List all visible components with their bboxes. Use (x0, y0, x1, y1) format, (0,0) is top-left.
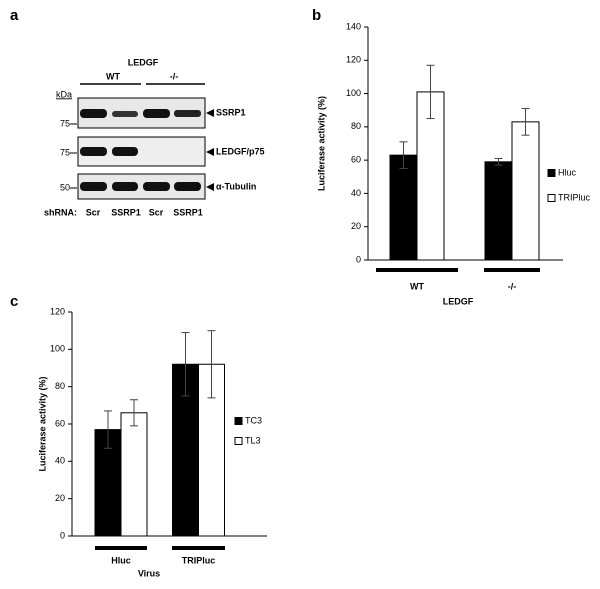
x-tick-label: TRIPluc (182, 555, 216, 565)
error-bar (130, 399, 138, 427)
bar (511, 121, 540, 261)
legend-label: Hluc (558, 167, 577, 177)
y-axis-label: Luciferase activity (%) (37, 376, 47, 471)
y-tick-label: 80 (55, 381, 65, 391)
legend-label: TRIPluc (558, 192, 591, 202)
blot-label: α-Tubulin (216, 181, 256, 191)
shrna-label: shRNA: (44, 207, 77, 217)
legend-swatch (547, 194, 556, 202)
x-tick-label: Hluc (111, 555, 131, 565)
legend-label: TC3 (245, 415, 262, 425)
y-tick-label: 20 (55, 493, 65, 503)
lane-label: Scr (86, 207, 101, 217)
blot-group: WT (106, 71, 120, 81)
error-bar (494, 157, 503, 166)
error-bar (521, 108, 530, 136)
blot-panel (77, 97, 214, 200)
y-tick-label: 60 (351, 155, 361, 165)
blot-title: LEDGF (128, 57, 159, 67)
y-tick-label: 40 (351, 188, 361, 198)
error-bar (399, 141, 408, 169)
panel-letter: c (10, 293, 18, 310)
x-axis-label: Virus (138, 568, 160, 578)
x-axis-label: LEDGF (443, 296, 474, 306)
error-bar (181, 332, 190, 397)
y-tick-label: 0 (356, 254, 361, 264)
bar (416, 91, 445, 261)
y-tick-label: 20 (351, 221, 361, 231)
lane-label: Scr (149, 207, 164, 217)
error-bar (104, 410, 112, 449)
bar (120, 412, 148, 537)
y-tick-label: 100 (50, 344, 65, 354)
legend-swatch (234, 417, 243, 425)
y-tick-label: 80 (351, 121, 361, 131)
y-tick-label: 120 (50, 306, 65, 316)
bar (389, 154, 418, 261)
marker: 50 (60, 182, 70, 192)
lane-label: SSRP1 (173, 207, 203, 217)
error-bar (426, 64, 435, 120)
y-axis-label: Luciferase activity (%) (316, 96, 326, 191)
legend-label: TL3 (245, 435, 261, 445)
y-tick-label: 100 (346, 88, 361, 98)
kda-label: kDa (56, 89, 72, 99)
error-bar (207, 330, 216, 399)
marker: 75 (60, 147, 70, 157)
panel-letter: b (312, 7, 321, 24)
panel-letter: a (10, 7, 19, 24)
legend-swatch (234, 437, 243, 445)
blot-group: -/- (170, 71, 179, 81)
lane-label: SSRP1 (111, 207, 141, 217)
bar (484, 161, 513, 261)
y-tick-label: 140 (346, 21, 361, 31)
x-tick-label: WT (410, 281, 424, 291)
blot-label: LEDGF/p75 (216, 146, 265, 156)
y-tick-label: 60 (55, 418, 65, 428)
marker: 75 (60, 118, 70, 128)
blot-label: SSRP1 (216, 107, 246, 117)
y-tick-label: 120 (346, 55, 361, 65)
y-tick-label: 0 (60, 530, 65, 540)
x-tick-label: -/- (508, 281, 517, 291)
y-tick-label: 40 (55, 456, 65, 466)
legend-swatch (547, 169, 556, 177)
